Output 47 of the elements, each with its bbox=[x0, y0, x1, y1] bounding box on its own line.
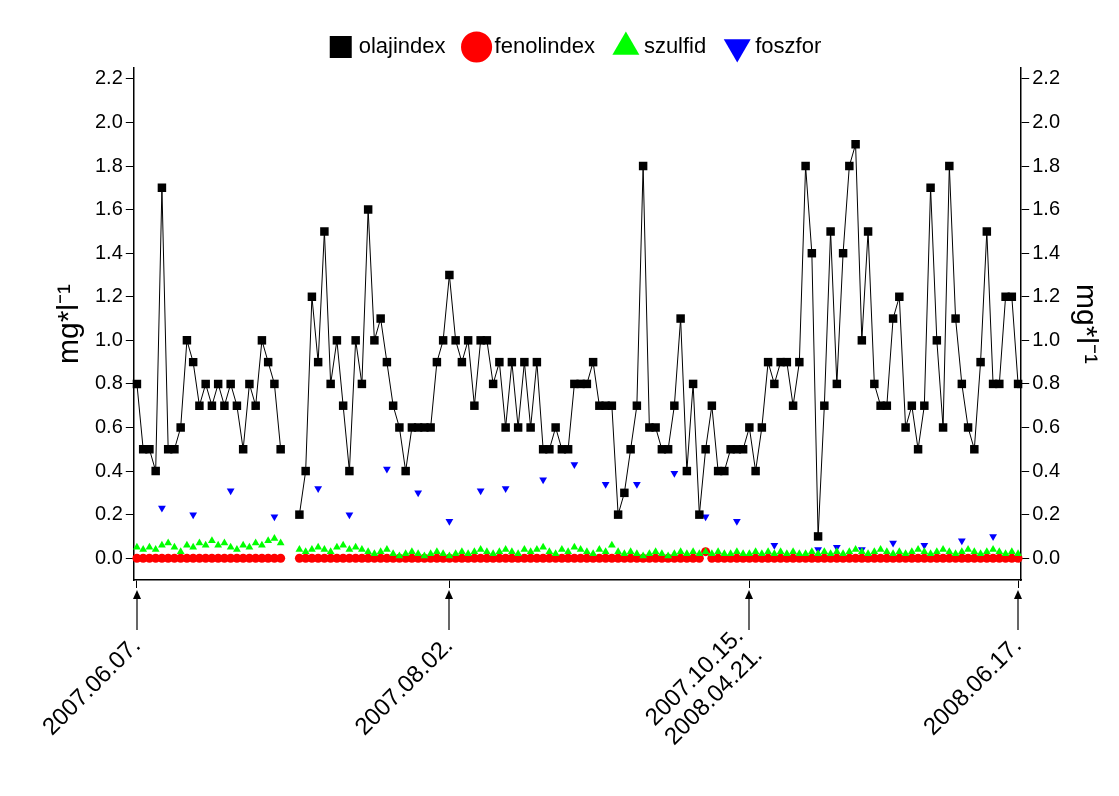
point bbox=[476, 488, 485, 496]
legend-label: olajindex bbox=[358, 33, 446, 59]
y2-tick-label: 0.8 bbox=[1032, 371, 1061, 394]
point bbox=[770, 542, 779, 550]
y2-tick-label: 0.0 bbox=[1032, 545, 1061, 568]
y-tick-label: 2.2 bbox=[94, 66, 123, 89]
point bbox=[732, 518, 741, 526]
point bbox=[414, 490, 423, 498]
y2-tick-label: 2.0 bbox=[1032, 109, 1061, 132]
point bbox=[601, 481, 610, 489]
point bbox=[158, 505, 166, 513]
point bbox=[345, 512, 354, 520]
y2-tick-label: 1.6 bbox=[1032, 197, 1061, 220]
y-tick-label: 0.6 bbox=[94, 415, 123, 437]
legend-label: fenolindex bbox=[494, 33, 595, 59]
y-tick-label: 1.6 bbox=[94, 197, 123, 220]
y2-tick-label: 1.8 bbox=[1032, 153, 1061, 176]
y-tick-label: 1.8 bbox=[94, 153, 123, 176]
point bbox=[670, 470, 679, 478]
y-tick-label: 1.4 bbox=[94, 240, 123, 263]
point bbox=[889, 540, 897, 548]
y-tick-label: 1.2 bbox=[94, 284, 123, 307]
point bbox=[570, 462, 579, 470]
y-tick-label: 0.2 bbox=[94, 502, 123, 525]
point bbox=[501, 486, 510, 493]
point bbox=[189, 512, 198, 520]
y-axis-title: mg*l⁻¹ bbox=[51, 283, 85, 365]
y2-tick-label: 0.2 bbox=[1032, 502, 1061, 525]
y2-tick-label: 0.4 bbox=[1032, 458, 1061, 481]
y2-tick-label: 1.4 bbox=[1032, 240, 1061, 263]
point bbox=[632, 481, 641, 489]
y-tick-label: 1.0 bbox=[94, 327, 123, 350]
point bbox=[314, 486, 323, 493]
y2-axis-title: mg*l⁻¹ bbox=[1070, 283, 1104, 365]
y2-tick-label: 2.2 bbox=[1032, 66, 1061, 89]
y-tick-label: 0.8 bbox=[94, 371, 123, 394]
y-tick-label: 2.0 bbox=[94, 109, 123, 132]
y2-tick-label: 0.6 bbox=[1032, 415, 1061, 437]
legend-label: foszfor bbox=[755, 33, 822, 59]
point bbox=[989, 534, 997, 541]
y-tick-label: 0.4 bbox=[94, 458, 123, 481]
legend-label: szulfid bbox=[643, 33, 707, 59]
point bbox=[445, 518, 454, 526]
point bbox=[226, 488, 235, 496]
y2-tick-label: 1.0 bbox=[1032, 327, 1061, 350]
y-tick-label: 0.0 bbox=[94, 545, 123, 568]
y2-tick-label: 1.2 bbox=[1032, 284, 1061, 307]
